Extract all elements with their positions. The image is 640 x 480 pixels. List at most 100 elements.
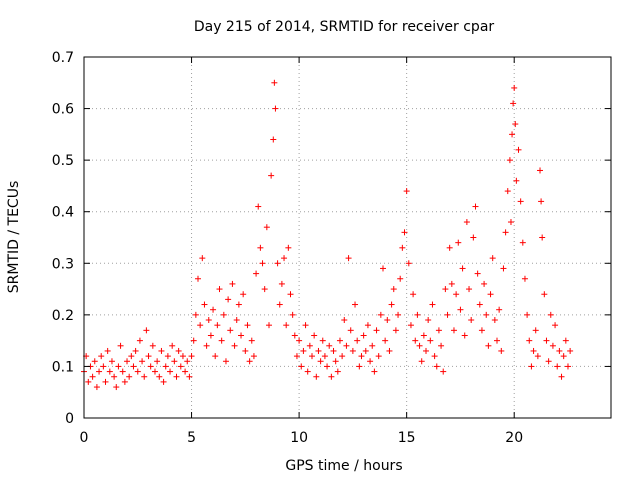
data-point: [515, 146, 522, 153]
data-point: [349, 347, 356, 354]
data-point: [362, 347, 369, 354]
data-point: [160, 378, 167, 385]
data-point: [498, 347, 505, 354]
data-point: [128, 353, 135, 360]
data-point: [326, 342, 333, 349]
data-point: [564, 363, 571, 370]
data-point: [321, 353, 328, 360]
data-point: [341, 317, 348, 324]
data-point: [397, 275, 404, 282]
y-tick-labels: 0 0.1 0.2 0.3 0.4 0.5 0.6 0.7: [52, 50, 74, 427]
data-point: [132, 347, 139, 354]
data-point: [119, 368, 126, 375]
data-point: [210, 306, 217, 313]
data-point: [289, 311, 296, 318]
data-point: [545, 358, 552, 365]
data-point: [491, 317, 498, 324]
data-point: [500, 265, 507, 272]
data-point: [448, 280, 455, 287]
data-point: [474, 270, 481, 277]
data-point: [459, 265, 466, 272]
data-point: [188, 353, 195, 360]
data-point: [115, 363, 122, 370]
data-point: [539, 234, 546, 241]
data-point: [489, 255, 496, 262]
data-point: [382, 337, 389, 344]
data-point: [339, 353, 346, 360]
data-point: [429, 301, 436, 308]
data-point: [446, 244, 453, 251]
data-point: [259, 260, 266, 267]
data-point: [416, 342, 423, 349]
data-point: [240, 291, 247, 298]
data-point: [470, 234, 477, 241]
data-point: [509, 131, 516, 138]
data-point: [203, 342, 210, 349]
data-point: [98, 353, 105, 360]
x-tick-label: 0: [80, 430, 89, 446]
data-point: [235, 301, 242, 308]
data-point: [214, 322, 221, 329]
y-tick-label: 0.7: [52, 50, 74, 66]
data-point: [367, 358, 374, 365]
data-point: [371, 368, 378, 375]
data-point: [493, 337, 500, 344]
data-point: [139, 358, 146, 365]
data-point: [532, 327, 539, 334]
data-point: [195, 275, 202, 282]
data-point: [145, 353, 152, 360]
data-point: [466, 286, 473, 293]
data-point: [274, 260, 281, 267]
x-tick-label: 15: [398, 430, 416, 446]
data-point: [526, 337, 533, 344]
x-axis-label: GPS time / hours: [285, 458, 402, 474]
data-point: [233, 317, 240, 324]
data-point: [476, 301, 483, 308]
data-point: [390, 286, 397, 293]
data-point: [399, 244, 406, 251]
data-point: [276, 301, 283, 308]
data-point: [167, 368, 174, 375]
plot-frame: [83, 56, 612, 419]
data-point: [179, 353, 186, 360]
data-point: [392, 327, 399, 334]
data-point: [360, 332, 367, 339]
data-point: [201, 301, 208, 308]
data-point: [483, 311, 490, 318]
data-point: [461, 332, 468, 339]
y-tick-label: 0.2: [52, 308, 74, 324]
x-tick-labels: 0 5 10 15 20: [80, 430, 524, 446]
data-point: [463, 219, 470, 226]
data-point: [257, 244, 264, 251]
data-point: [427, 337, 434, 344]
data-point: [442, 286, 449, 293]
data-point: [197, 322, 204, 329]
data-point: [309, 353, 316, 360]
data-point: [315, 347, 322, 354]
data-point: [528, 363, 535, 370]
data-point: [336, 337, 343, 344]
data-point: [377, 311, 384, 318]
data-point: [343, 342, 350, 349]
data-point: [177, 363, 184, 370]
data-point: [354, 337, 361, 344]
data-point: [283, 322, 290, 329]
data-point: [379, 265, 386, 272]
data-point: [496, 306, 503, 313]
data-point: [358, 353, 365, 360]
data-point: [302, 322, 309, 329]
data-point: [547, 311, 554, 318]
data-point: [298, 363, 305, 370]
data-point: [96, 368, 103, 375]
data-point: [93, 384, 100, 391]
data-point: [324, 363, 331, 370]
data-point: [205, 317, 212, 324]
data-point: [246, 358, 253, 365]
data-point: [317, 358, 324, 365]
data-point: [534, 353, 541, 360]
data-point: [330, 347, 337, 354]
data-point: [384, 317, 391, 324]
data-point: [554, 363, 561, 370]
data-point: [519, 239, 526, 246]
data-point: [220, 311, 227, 318]
